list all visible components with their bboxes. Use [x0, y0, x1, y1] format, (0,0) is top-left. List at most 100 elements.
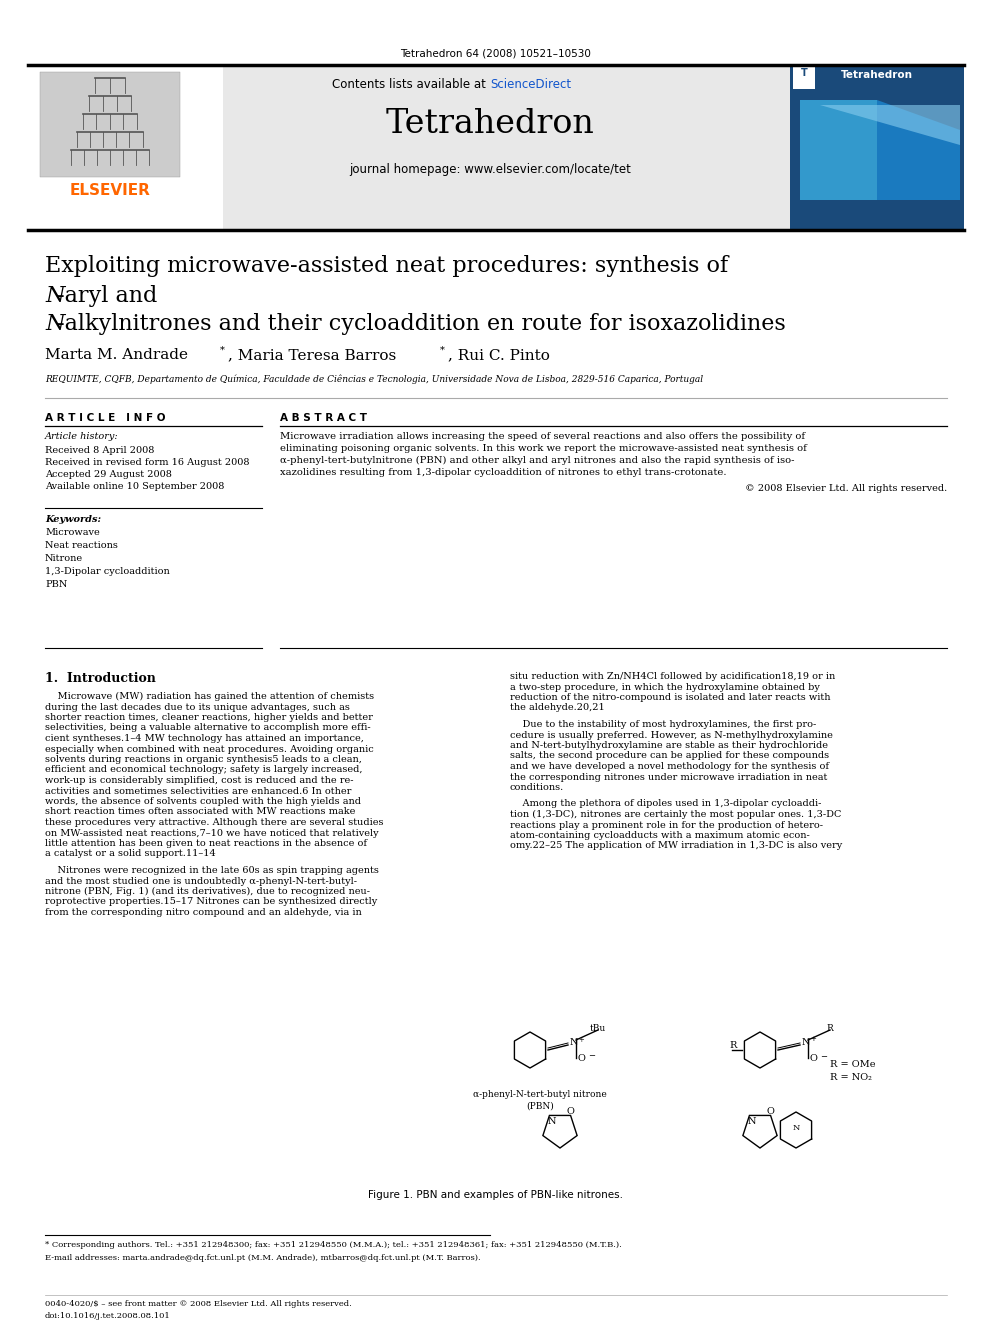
Text: reduction of the nitro-compound is isolated and later reacts with: reduction of the nitro-compound is isola…	[510, 693, 830, 703]
Text: and we have developed a novel methodology for the synthesis of: and we have developed a novel methodolog…	[510, 762, 829, 771]
Text: Received 8 April 2008: Received 8 April 2008	[45, 446, 155, 455]
Text: and N-tert-butylhydroxylamine are stable as their hydrochloride: and N-tert-butylhydroxylamine are stable…	[510, 741, 828, 750]
Text: nitrone (PBN, Fig. 1) (and its derivatives), due to recognized neu-: nitrone (PBN, Fig. 1) (and its derivativ…	[45, 886, 370, 896]
Text: +: +	[578, 1036, 583, 1044]
Text: PBN: PBN	[45, 579, 67, 589]
Text: solvents during reactions in organic synthesis5 leads to a clean,: solvents during reactions in organic syn…	[45, 755, 362, 763]
Text: the aldehyde.20,21: the aldehyde.20,21	[510, 704, 605, 713]
Text: −: −	[820, 1052, 827, 1061]
Text: −: −	[588, 1052, 595, 1060]
Text: R: R	[730, 1040, 737, 1049]
Bar	[40, 71, 180, 177]
Text: 0040-4020/$ – see front matter © 2008 Elsevier Ltd. All rights reserved.: 0040-4020/$ – see front matter © 2008 El…	[45, 1301, 352, 1308]
Bar	[28, 65, 223, 230]
Text: Marta M. Andrade: Marta M. Andrade	[45, 348, 188, 363]
Text: tion (1,3-DC), nitrones are certainly the most popular ones. 1,3-DC: tion (1,3-DC), nitrones are certainly th…	[510, 810, 841, 819]
Text: Contents lists available at: Contents lists available at	[332, 78, 490, 91]
Text: Tetrahedron: Tetrahedron	[386, 108, 594, 140]
Text: especially when combined with neat procedures. Avoiding organic: especially when combined with neat proce…	[45, 745, 374, 754]
Text: cient syntheses.1–4 MW technology has attained an importance,: cient syntheses.1–4 MW technology has at…	[45, 734, 364, 744]
Text: N: N	[570, 1039, 578, 1046]
Text: conditions.: conditions.	[510, 783, 564, 792]
Text: +: +	[810, 1036, 815, 1043]
Text: N: N	[802, 1039, 810, 1046]
Text: REQUIMTE, CQFB, Departamento de Química, Faculdade de Ciências e Tecnologia, Uni: REQUIMTE, CQFB, Departamento de Química,…	[45, 374, 703, 384]
Text: Received in revised form 16 August 2008: Received in revised form 16 August 2008	[45, 458, 250, 467]
Text: , Rui C. Pinto: , Rui C. Pinto	[448, 348, 550, 363]
Text: eliminating poisoning organic solvents. In this work we report the microwave-ass: eliminating poisoning organic solvents. …	[280, 445, 806, 452]
Text: -aryl and: -aryl and	[57, 284, 158, 307]
Text: during the last decades due to its unique advantages, such as: during the last decades due to its uniqu…	[45, 703, 350, 712]
Polygon shape	[820, 105, 960, 146]
Text: the corresponding nitrones under microwave irradiation in neat: the corresponding nitrones under microwa…	[510, 773, 827, 782]
Text: 1,3-Dipolar cycloaddition: 1,3-Dipolar cycloaddition	[45, 568, 170, 576]
Bar	[793, 67, 815, 89]
Text: Nitrones were recognized in the late 60s as spin trapping agents: Nitrones were recognized in the late 60s…	[45, 867, 379, 875]
Text: short reaction times often associated with MW reactions make: short reaction times often associated wi…	[45, 807, 355, 816]
Text: Figure 1. PBN and examples of PBN-like nitrones.: Figure 1. PBN and examples of PBN-like n…	[368, 1189, 624, 1200]
Text: from the corresponding nitro compound and an aldehyde, via in: from the corresponding nitro compound an…	[45, 908, 362, 917]
Text: O: O	[766, 1107, 774, 1117]
Text: Microwave: Microwave	[45, 528, 100, 537]
Text: O: O	[566, 1107, 574, 1117]
Text: little attention has been given to neat reactions in the absence of: little attention has been given to neat …	[45, 839, 367, 848]
Text: ScienceDirect: ScienceDirect	[490, 78, 571, 91]
Text: doi:10.1016/j.tet.2008.08.101: doi:10.1016/j.tet.2008.08.101	[45, 1312, 171, 1320]
Text: , Maria Teresa Barros: , Maria Teresa Barros	[228, 348, 396, 363]
Text: (PBN): (PBN)	[526, 1102, 554, 1111]
Text: *: *	[440, 347, 444, 355]
Text: α-phenyl-tert-butylnitrone (PBN) and other alkyl and aryl nitrones and also the : α-phenyl-tert-butylnitrone (PBN) and oth…	[280, 456, 795, 466]
Text: work-up is considerably simplified, cost is reduced and the re-: work-up is considerably simplified, cost…	[45, 777, 353, 785]
Text: reactions play a prominent role in for the production of hetero-: reactions play a prominent role in for t…	[510, 820, 823, 830]
Text: Keywords:: Keywords:	[45, 515, 101, 524]
Text: cedure is usually preferred. However, as N-methylhydroxylamine: cedure is usually preferred. However, as…	[510, 730, 833, 740]
Text: on MW-assisted neat reactions,7–10 we have noticed that relatively: on MW-assisted neat reactions,7–10 we ha…	[45, 828, 379, 837]
Text: Among the plethora of dipoles used in 1,3-dipolar cycloaddi-: Among the plethora of dipoles used in 1,…	[510, 799, 821, 808]
Text: and the most studied one is undoubtedly α-phenyl-N-tert-butyl-: and the most studied one is undoubtedly …	[45, 877, 357, 885]
Text: omy.22–25 The application of MW irradiation in 1,3-DC is also very: omy.22–25 The application of MW irradiat…	[510, 841, 842, 851]
Text: N: N	[45, 314, 64, 335]
Text: Exploiting microwave-assisted neat procedures: synthesis of: Exploiting microwave-assisted neat proce…	[45, 255, 735, 277]
Bar	[790, 65, 964, 230]
Text: Available online 10 September 2008: Available online 10 September 2008	[45, 482, 224, 491]
Polygon shape	[877, 101, 960, 200]
Text: shorter reaction times, cleaner reactions, higher yields and better: shorter reaction times, cleaner reaction…	[45, 713, 373, 722]
Text: R = NO₂: R = NO₂	[830, 1073, 872, 1082]
Text: activities and sometimes selectivities are enhanced.6 In other: activities and sometimes selectivities a…	[45, 786, 351, 795]
Text: N: N	[793, 1125, 800, 1132]
Text: Tetrahedron 64 (2008) 10521–10530: Tetrahedron 64 (2008) 10521–10530	[401, 48, 591, 58]
Text: Due to the instability of most hydroxylamines, the first pro-: Due to the instability of most hydroxyla…	[510, 720, 816, 729]
Text: efficient and economical technology; safety is largely increased,: efficient and economical technology; saf…	[45, 766, 362, 774]
Text: N: N	[548, 1118, 557, 1126]
Text: Article history:: Article history:	[45, 433, 119, 441]
Text: Neat reactions: Neat reactions	[45, 541, 118, 550]
Text: roprotective properties.15–17 Nitrones can be synthesized directly: roprotective properties.15–17 Nitrones c…	[45, 897, 377, 906]
Text: N: N	[45, 284, 64, 307]
Text: -alkylnitrones and their cycloaddition en route for isoxazolidines: -alkylnitrones and their cycloaddition e…	[57, 314, 786, 335]
Text: T: T	[801, 67, 807, 78]
Text: α-phenyl-N-tert-butyl nitrone: α-phenyl-N-tert-butyl nitrone	[473, 1090, 607, 1099]
Text: situ reduction with Zn/NH4Cl followed by acidification18,19 or in: situ reduction with Zn/NH4Cl followed by…	[510, 672, 835, 681]
Text: O: O	[810, 1054, 817, 1062]
Text: R = OMe: R = OMe	[830, 1060, 876, 1069]
Text: a two-step procedure, in which the hydroxylamine obtained by: a two-step procedure, in which the hydro…	[510, 683, 819, 692]
Text: Accepted 29 August 2008: Accepted 29 August 2008	[45, 470, 172, 479]
Text: journal homepage: www.elsevier.com/locate/tet: journal homepage: www.elsevier.com/locat…	[349, 163, 631, 176]
Text: © 2008 Elsevier Ltd. All rights reserved.: © 2008 Elsevier Ltd. All rights reserved…	[745, 484, 947, 493]
Text: R: R	[826, 1024, 833, 1033]
Text: a catalyst or a solid support.11–14: a catalyst or a solid support.11–14	[45, 849, 215, 859]
Text: A R T I C L E   I N F O: A R T I C L E I N F O	[45, 413, 166, 423]
Text: Microwave irradiation allows increasing the speed of several reactions and also : Microwave irradiation allows increasing …	[280, 433, 806, 441]
Polygon shape	[800, 101, 877, 200]
Text: Tetrahedron: Tetrahedron	[841, 70, 913, 79]
Text: O: O	[578, 1054, 586, 1062]
Text: words, the absence of solvents coupled with the high yields and: words, the absence of solvents coupled w…	[45, 796, 361, 806]
Text: salts, the second procedure can be applied for these compounds: salts, the second procedure can be appli…	[510, 751, 829, 761]
Text: Nitrone: Nitrone	[45, 554, 83, 564]
Text: * Corresponding authors. Tel.: +351 212948300; fax: +351 212948550 (M.M.A.); tel: * Corresponding authors. Tel.: +351 2129…	[45, 1241, 622, 1249]
Text: 1.  Introduction: 1. Introduction	[45, 672, 156, 685]
Text: N: N	[748, 1118, 756, 1126]
Text: these procedures very attractive. Although there are several studies: these procedures very attractive. Althou…	[45, 818, 384, 827]
Bar	[28, 65, 964, 230]
Text: tBu: tBu	[590, 1024, 606, 1033]
